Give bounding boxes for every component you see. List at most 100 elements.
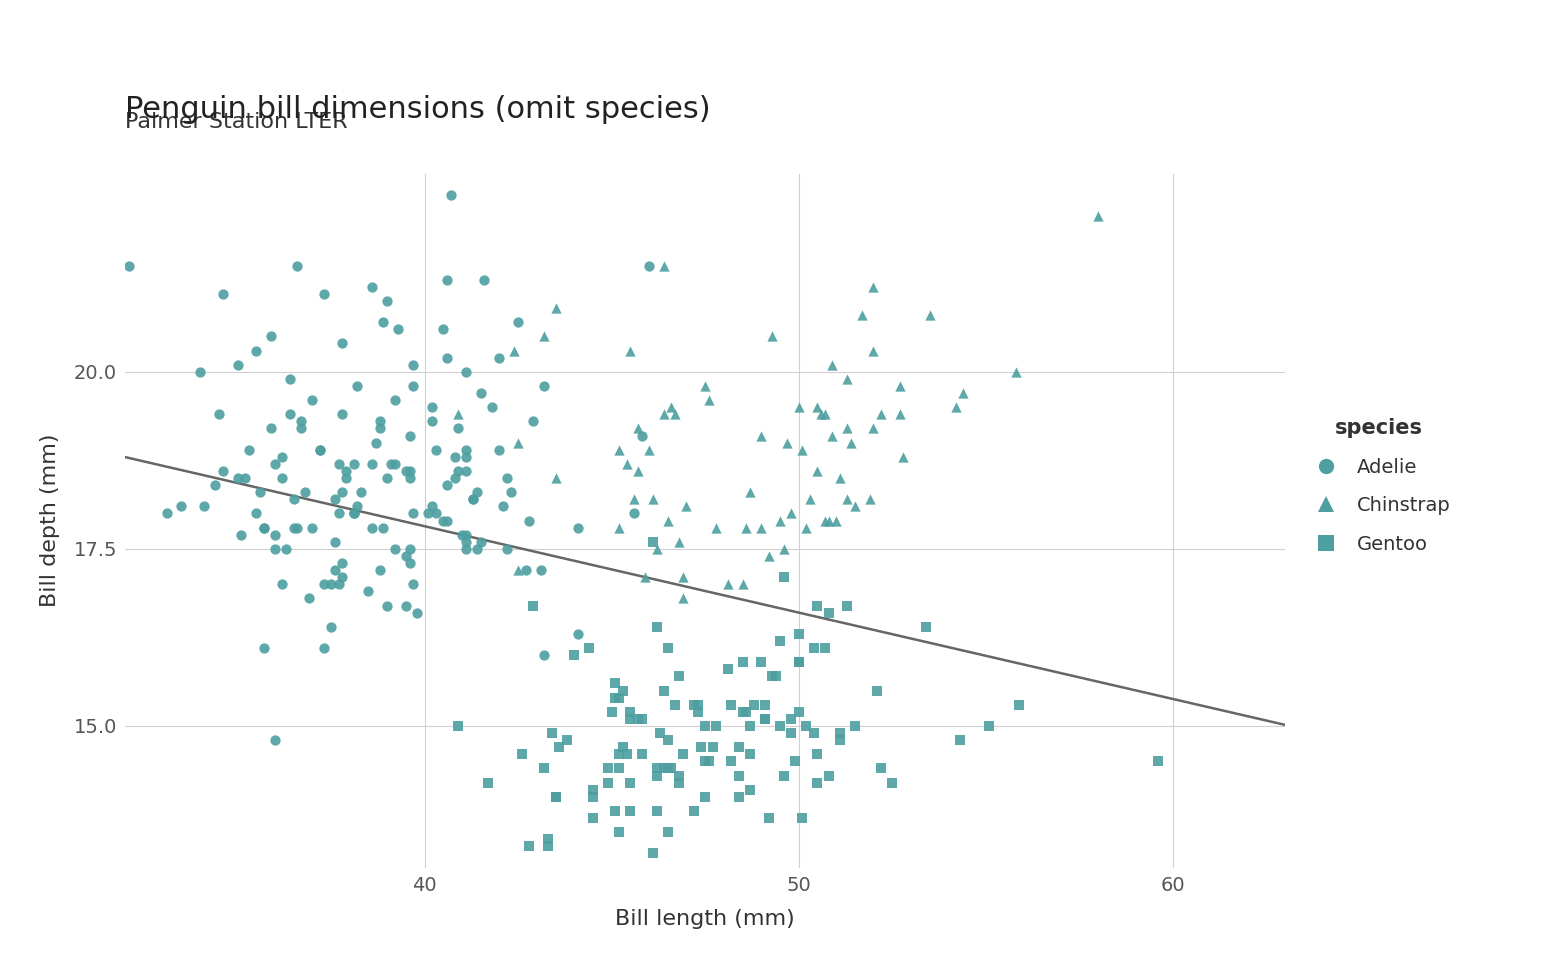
Point [771, 541, 796, 556]
Point [738, 485, 763, 500]
Point [154, 506, 179, 522]
Point [827, 725, 852, 740]
Point [614, 746, 639, 762]
Point [779, 506, 804, 522]
Point [348, 485, 373, 500]
Point [262, 541, 287, 556]
Point [652, 761, 677, 776]
Point [116, 258, 141, 274]
Point [323, 492, 348, 507]
Point [169, 498, 194, 514]
Point [666, 775, 691, 790]
Point [445, 420, 470, 436]
Point [345, 498, 370, 514]
Point [865, 683, 890, 698]
Point [445, 718, 470, 734]
Point [652, 407, 677, 422]
Point [490, 498, 516, 514]
Point [385, 322, 411, 337]
Point [917, 308, 942, 323]
Point [812, 407, 837, 422]
Point [860, 420, 885, 436]
Point [779, 711, 804, 727]
Text: Palmer Station LTER: Palmer Station LTER [125, 112, 348, 132]
Point [382, 392, 407, 408]
Point [580, 811, 605, 826]
Point [663, 407, 688, 422]
Point [787, 655, 812, 670]
Point [237, 442, 262, 458]
Point [787, 655, 812, 670]
Point [469, 386, 494, 401]
Point [633, 570, 658, 585]
Point [946, 733, 972, 748]
Point [641, 845, 666, 861]
Point [453, 442, 478, 458]
Point [434, 477, 459, 493]
Point [943, 399, 968, 415]
Point [396, 555, 422, 571]
Point [277, 371, 302, 387]
Point [393, 549, 418, 564]
Point [318, 576, 343, 592]
Point [312, 640, 337, 656]
Point [628, 428, 653, 443]
Point [644, 761, 669, 776]
Point [805, 598, 831, 613]
Point [617, 343, 642, 359]
Point [404, 605, 429, 621]
Point [1145, 754, 1171, 769]
Point [464, 485, 489, 500]
Point [259, 329, 284, 344]
Point [244, 506, 270, 522]
Point [887, 378, 912, 393]
Point [738, 718, 763, 734]
Point [270, 576, 295, 592]
Point [700, 739, 726, 755]
Point [356, 583, 381, 599]
Point [693, 378, 718, 393]
Point [536, 839, 561, 854]
Point [887, 407, 912, 422]
Point [539, 725, 564, 740]
Point [617, 704, 642, 719]
Point [644, 619, 669, 634]
Point [812, 640, 837, 656]
Point [816, 605, 841, 621]
Point [614, 456, 639, 471]
Point [768, 633, 793, 649]
Point [768, 513, 793, 528]
Point [555, 733, 580, 748]
Point [606, 824, 632, 840]
Point [719, 697, 744, 712]
Point [793, 520, 818, 535]
Point [420, 399, 445, 415]
Point [689, 739, 715, 755]
Point [501, 343, 527, 359]
Point [415, 506, 440, 522]
Point [517, 513, 542, 528]
Point [644, 767, 669, 783]
Point [396, 428, 422, 443]
Point [334, 464, 359, 479]
Point [671, 746, 696, 762]
Point [738, 782, 763, 797]
Point [251, 520, 276, 535]
Point [595, 761, 621, 776]
Point [367, 414, 392, 429]
Point [824, 513, 849, 528]
Point [763, 669, 788, 684]
Point [636, 442, 661, 458]
Point [666, 767, 691, 783]
Point [617, 775, 642, 790]
Point [453, 464, 478, 479]
Point [671, 570, 696, 585]
Point [498, 485, 523, 500]
Point [210, 464, 235, 479]
Point [342, 506, 367, 522]
Point [857, 492, 882, 507]
Point [248, 485, 273, 500]
Point [595, 775, 621, 790]
Point [655, 733, 680, 748]
Point [787, 704, 812, 719]
